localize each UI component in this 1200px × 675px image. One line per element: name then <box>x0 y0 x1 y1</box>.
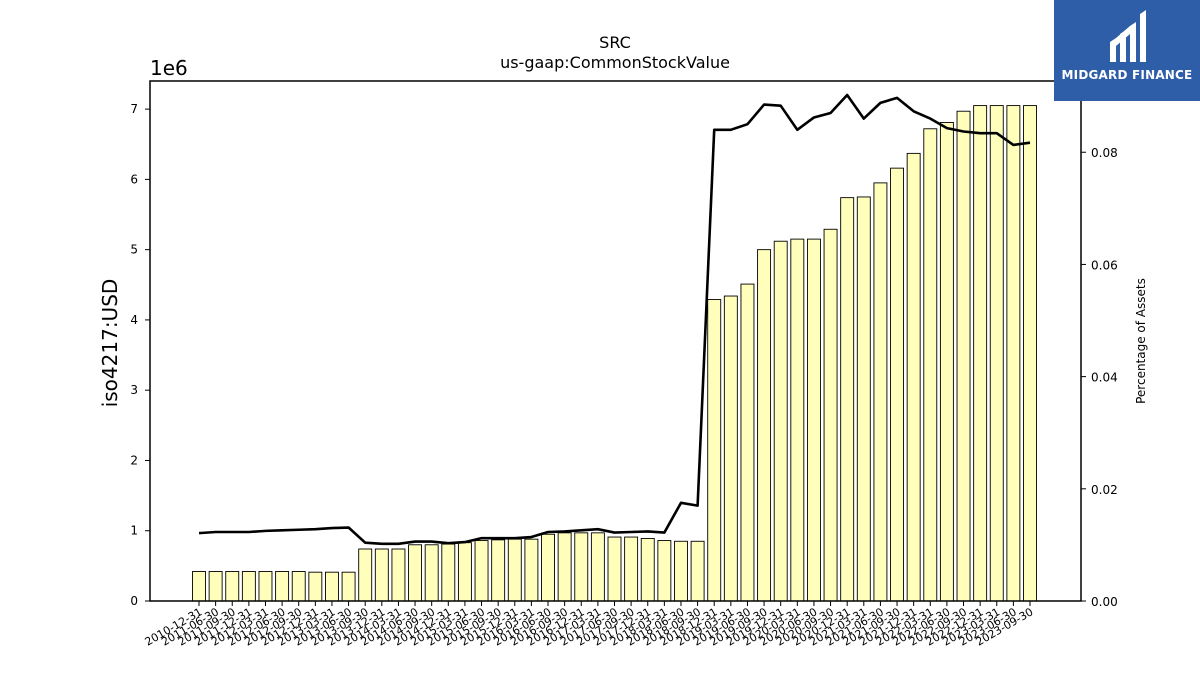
bar-2020-06-30 <box>806 238 821 602</box>
bar-2021-12-31 <box>906 152 921 602</box>
left-tick-label: 0 <box>130 594 138 608</box>
bar-2014-03-31 <box>391 548 406 602</box>
plot-frame <box>149 80 1082 602</box>
bar-2013-09-30 <box>358 548 373 602</box>
bar-2019-12-31 <box>773 240 788 602</box>
bar-2015-06-30 <box>474 540 489 602</box>
midgard-finance-logo: MIDGARD FINANCE <box>1054 0 1200 101</box>
left-tick-label: 5 <box>130 243 138 257</box>
bar-2015-09-30 <box>491 539 506 602</box>
bar-2021-03-31 <box>856 196 871 602</box>
right-tick-label: 0.02 <box>1091 483 1118 497</box>
y-axis-label: iso4217:USD <box>98 279 122 408</box>
bar-2013-12-31 <box>374 548 389 602</box>
bar-2012-06-30 <box>275 571 290 602</box>
bar-2023-03-31 <box>989 105 1004 602</box>
bar-2019-06-30 <box>740 283 755 602</box>
right-tick-label: 0.04 <box>1091 371 1118 385</box>
chart-title: SRC <box>599 33 631 52</box>
y-axis-label-right: Percentage of Assets <box>1134 278 1148 404</box>
bar-2017-06-30 <box>607 536 622 602</box>
bar-2012-03-31 <box>258 571 273 602</box>
bar-2022-09-30 <box>956 110 971 602</box>
bar-2018-09-30 <box>690 540 705 602</box>
bar-2011-06-30 <box>208 571 223 602</box>
bar-2016-06-30 <box>541 533 555 602</box>
right-tick-label: 0.08 <box>1091 146 1118 160</box>
bar-2010-12-31 <box>192 571 206 602</box>
bar-2022-03-31 <box>923 128 938 602</box>
left-tick-label: 6 <box>130 172 138 186</box>
left-tick-label: 7 <box>130 102 138 116</box>
line-layer <box>198 93 1031 546</box>
left-tick-label: 4 <box>130 313 138 327</box>
bar-2023-09-30 <box>1023 105 1037 602</box>
bar-2017-03-31 <box>590 532 605 602</box>
bar-2018-12-31 <box>707 299 722 602</box>
bar-2014-06-30 <box>408 544 423 602</box>
bar-2022-06-30 <box>939 122 954 602</box>
left-tick-label: 1 <box>130 524 138 538</box>
bar-2016-12-31 <box>574 532 589 602</box>
logo-text: MIDGARD FINANCE <box>1061 68 1193 82</box>
bar-2011-09-30 <box>225 571 240 602</box>
right-axis: 0.00 0.02 0.04 0.06 0.08 <box>1081 146 1118 609</box>
bar-2023-06-30 <box>1006 105 1021 602</box>
midgard-logo-icon <box>1110 10 1146 62</box>
left-axis: 0 1 2 3 4 5 6 7 <box>130 102 150 608</box>
bar-2016-09-30 <box>557 532 572 602</box>
bar-2018-06-30 <box>674 540 688 602</box>
bar-2020-09-30 <box>823 228 838 602</box>
bar-2015-03-31 <box>457 542 472 602</box>
bar-2012-09-30 <box>291 571 306 602</box>
bar-2013-06-30 <box>341 571 356 602</box>
bar-2011-12-31 <box>241 571 256 602</box>
bars-layer <box>192 105 1037 602</box>
left-tick-label: 3 <box>130 383 138 397</box>
bar-2017-12-31 <box>640 538 655 602</box>
percentage-line <box>198 93 1031 546</box>
bar-2021-09-30 <box>890 167 904 602</box>
bar-2018-03-31 <box>657 540 672 602</box>
chart-subtitle: us-gaap:CommonStockValue <box>500 53 730 72</box>
y-offset-label: 1e6 <box>150 56 188 80</box>
bar-2015-12-31 <box>507 538 522 602</box>
bar-2014-12-31 <box>441 543 456 602</box>
right-tick-label: 0.00 <box>1091 595 1118 609</box>
bar-2019-03-31 <box>723 295 738 602</box>
bar-2022-12-31 <box>973 105 988 602</box>
right-tick-label: 0.06 <box>1091 258 1118 272</box>
bar-2021-06-30 <box>873 182 888 602</box>
bar-2013-03-31 <box>325 571 339 602</box>
bar-2020-12-31 <box>840 197 855 602</box>
bar-2019-09-30 <box>757 249 772 602</box>
bar-2014-09-30 <box>424 544 439 602</box>
bar-2016-03-31 <box>524 538 539 602</box>
bar-2020-03-31 <box>790 238 805 602</box>
bar-2017-09-30 <box>624 536 639 602</box>
left-tick-label: 2 <box>130 453 138 467</box>
x-axis: 2010-12-312011-06-302011-09-302011-12-31… <box>143 601 1036 649</box>
bar-2012-12-31 <box>308 571 323 602</box>
